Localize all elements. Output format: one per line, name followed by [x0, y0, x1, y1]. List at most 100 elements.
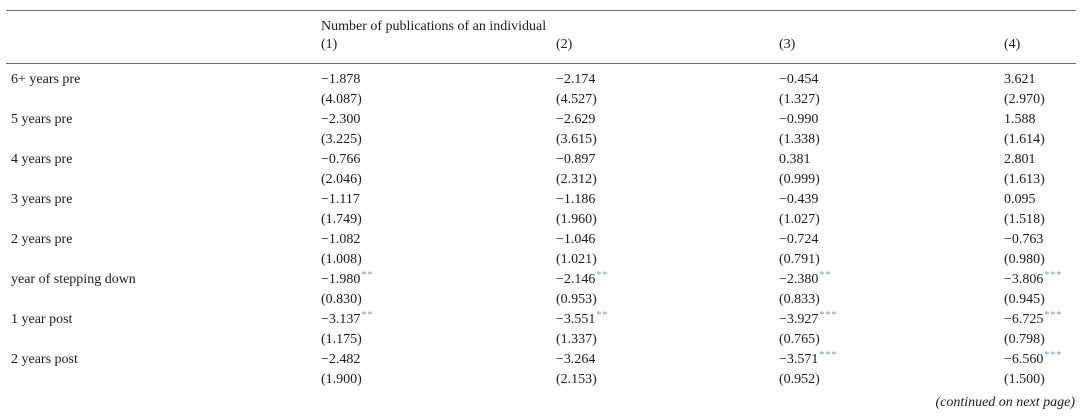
coefficient-cell: −0.439 [779, 190, 1004, 210]
coefficient-value: −0.990 [779, 112, 819, 127]
column-header: (2) [556, 36, 779, 64]
row-label: 5 years pre [11, 112, 73, 127]
stderr-cell: (1.027) [779, 212, 820, 227]
coefficient-cell: −3.137** [321, 310, 556, 330]
table-row-coefficient: 2 years pre −1.082 −1.046 −0.724 −0.763 [6, 230, 1076, 250]
coefficient-cell: −0.724 [779, 230, 1004, 250]
table-row-coefficient: 4 years pre −0.766 −0.897 0.381 2.801 [6, 150, 1076, 170]
coefficient-value: −6.725 [1004, 312, 1044, 327]
column-group-title: Number of publications of an individual [321, 19, 547, 34]
coefficient-cell: −1.082 [321, 230, 556, 250]
table-row-coefficient: 3 years pre −1.117 −1.186 −0.439 0.095 [6, 190, 1076, 210]
coefficient-value: −3.551 [556, 312, 596, 327]
stderr-cell: (1.337) [556, 332, 597, 347]
table-row-stderr: (2.046) (2.312) (0.999) (1.613) [6, 170, 1076, 190]
stderr-cell: (0.945) [1004, 292, 1045, 307]
row-label: 3 years pre [11, 192, 73, 207]
coefficient-cell: −0.766 [321, 150, 556, 170]
coefficient-cell: −2.629 [556, 110, 779, 130]
coefficient-cell: −1.046 [556, 230, 779, 250]
coefficient-value: −2.380 [779, 272, 819, 287]
stderr-cell: (1.500) [1004, 372, 1045, 387]
table-row-stderr: (1.008) (1.021) (0.791) (0.980) [6, 250, 1076, 270]
coefficient-cell: 2.801 [1004, 150, 1076, 170]
coefficient-value: 0.381 [779, 152, 811, 167]
coefficient-cell: −3.806*** [1004, 270, 1076, 290]
coefficient-value: −3.264 [556, 352, 596, 367]
coefficient-cell: −2.482 [321, 350, 556, 370]
stderr-cell: (4.527) [556, 92, 597, 107]
empty-cell [6, 90, 321, 110]
table-row-stderr: (1.749) (1.960) (1.027) (1.518) [6, 210, 1076, 230]
coefficient-cell: −6.725*** [1004, 310, 1076, 330]
stderr-cell: (1.338) [779, 132, 820, 147]
significance-stars: ** [819, 270, 832, 281]
significance-stars: ** [361, 310, 374, 321]
spanner-row: Number of publications of an individual [6, 11, 1076, 37]
coefficient-cell: −1.186 [556, 190, 779, 210]
empty-cell [6, 170, 321, 190]
stderr-cell: (4.087) [321, 92, 362, 107]
stderr-cell: (0.798) [1004, 332, 1045, 347]
table-row-coefficient: 6+ years pre −1.878 −2.174 −0.454 3.621 [6, 64, 1076, 91]
coefficient-value: −0.763 [1004, 232, 1044, 247]
coefficient-value: −6.560 [1004, 352, 1044, 367]
coefficient-value: 3.621 [1004, 72, 1036, 87]
table-row-stderr: (3.225) (3.615) (1.338) (1.614) [6, 130, 1076, 150]
coefficient-cell: −3.927*** [779, 310, 1004, 330]
coefficient-value: −2.300 [321, 112, 361, 127]
stderr-cell: (2.312) [556, 172, 597, 187]
coefficient-value: −2.174 [556, 72, 596, 87]
stderr-cell: (1.175) [321, 332, 362, 347]
coefficient-cell: −0.454 [779, 64, 1004, 91]
table-header: Number of publications of an individual … [6, 11, 1076, 64]
stderr-cell: (1.613) [1004, 172, 1045, 187]
stderr-cell: (1.021) [556, 252, 597, 267]
significance-stars: *** [819, 310, 838, 321]
coefficient-cell: 1.588 [1004, 110, 1076, 130]
coefficient-value: −1.082 [321, 232, 361, 247]
continued-note: (continued on next page) [935, 395, 1075, 410]
coefficient-cell: −3.571*** [779, 350, 1004, 370]
table-row-coefficient: year of stepping down −1.980** −2.146** −2.… [6, 270, 1076, 290]
stderr-cell: (1.327) [779, 92, 820, 107]
coefficient-value: −1.980 [321, 272, 361, 287]
paper-table-page: Number of publications of an individual … [0, 10, 1080, 419]
stderr-cell: (0.833) [779, 292, 820, 307]
table-row-coefficient: 1 year post −3.137** −3.551** −3.927*** −6.7… [6, 310, 1076, 330]
stderr-cell: (1.614) [1004, 132, 1045, 147]
coefficient-value: −1.117 [321, 192, 360, 207]
table-row-stderr: (1.900) (2.153) (0.952) (1.500) [6, 370, 1076, 390]
significance-stars: ** [361, 270, 374, 281]
coefficient-value: 2.801 [1004, 152, 1036, 167]
empty-corner-cell [6, 11, 321, 37]
coefficient-cell: −2.300 [321, 110, 556, 130]
stderr-cell: (0.830) [321, 292, 362, 307]
stderr-cell: (3.225) [321, 132, 362, 147]
coefficient-value: 0.095 [1004, 192, 1036, 207]
stderr-cell: (0.765) [779, 332, 820, 347]
significance-stars: *** [1044, 350, 1063, 361]
empty-cell [6, 370, 321, 390]
stderr-cell: (1.518) [1004, 212, 1045, 227]
table-row-stderr: (4.087) (4.527) (1.327) (2.970) [6, 90, 1076, 110]
stderr-cell: (1.960) [556, 212, 597, 227]
coefficient-value: −3.137 [321, 312, 361, 327]
table-body: 6+ years pre −1.878 −2.174 −0.454 3.621 (4.08… [6, 64, 1076, 391]
table-row-stderr: (1.175) (1.337) (0.765) (0.798) [6, 330, 1076, 350]
stderr-cell: (0.999) [779, 172, 820, 187]
stderr-cell: (2.046) [321, 172, 362, 187]
coefficient-value: −1.186 [556, 192, 596, 207]
empty-cell [6, 250, 321, 270]
row-label: 4 years pre [11, 152, 73, 167]
coefficient-cell: 0.381 [779, 150, 1004, 170]
empty-cell [6, 130, 321, 150]
coefficient-cell: −1.117 [321, 190, 556, 210]
row-label: 2 years pre [11, 232, 73, 247]
significance-stars: *** [819, 350, 838, 361]
table-row-stderr: (0.830) (0.953) (0.833) (0.945) [6, 290, 1076, 310]
coefficient-cell: −3.264 [556, 350, 779, 370]
significance-stars: ** [596, 310, 609, 321]
coefficient-cell: −0.990 [779, 110, 1004, 130]
empty-corner-cell [6, 36, 321, 64]
